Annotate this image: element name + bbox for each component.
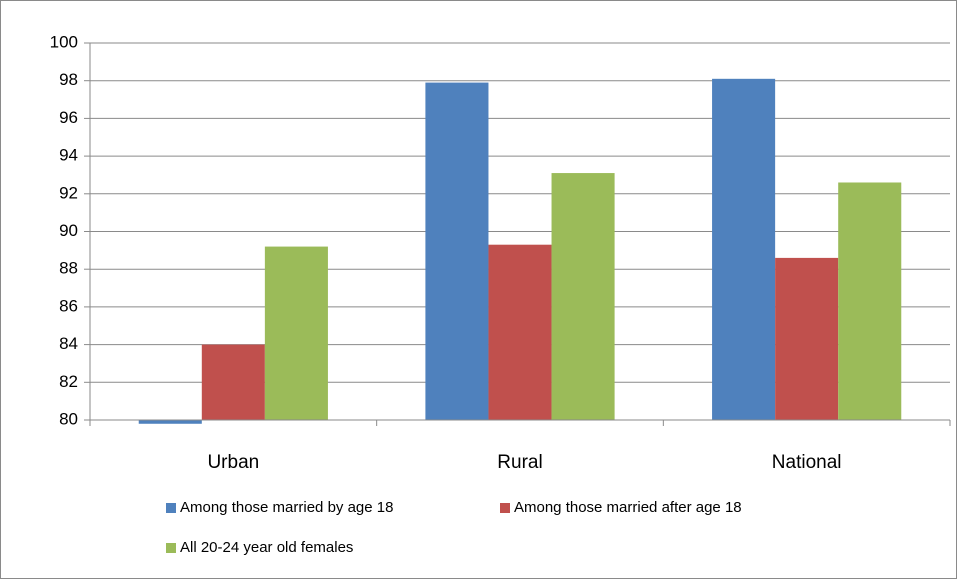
legend-label: All 20-24 year old females bbox=[180, 539, 353, 556]
y-tick-label: 84 bbox=[59, 334, 78, 353]
x-tick-label: Rural bbox=[497, 452, 542, 473]
y-tick-label: 82 bbox=[59, 372, 78, 391]
y-tick-label: 80 bbox=[59, 409, 78, 428]
x-tick-label: National bbox=[772, 452, 842, 473]
bar bbox=[775, 257, 839, 420]
bar bbox=[264, 246, 328, 420]
bar bbox=[425, 82, 489, 421]
y-tick-label: 86 bbox=[59, 296, 78, 315]
y-tick-label: 100 bbox=[50, 32, 78, 51]
y-tick-label: 94 bbox=[59, 146, 78, 165]
bar bbox=[551, 173, 615, 420]
bar bbox=[138, 420, 202, 424]
legend-swatch bbox=[500, 503, 510, 513]
y-tick-label: 98 bbox=[59, 70, 78, 89]
bar bbox=[712, 78, 776, 420]
legend-swatch bbox=[166, 543, 176, 553]
legend-label: Among those married by age 18 bbox=[180, 499, 393, 516]
y-tick-label: 92 bbox=[59, 183, 78, 202]
legend-swatch bbox=[166, 503, 176, 513]
bar bbox=[201, 344, 265, 420]
bar bbox=[488, 244, 552, 420]
bar bbox=[838, 182, 902, 420]
y-tick-label: 88 bbox=[59, 259, 78, 278]
y-tick-label: 90 bbox=[59, 221, 78, 240]
y-tick-label: 96 bbox=[59, 108, 78, 127]
legend-label: Among those married after age 18 bbox=[514, 499, 742, 516]
x-tick-label: Urban bbox=[207, 452, 259, 473]
